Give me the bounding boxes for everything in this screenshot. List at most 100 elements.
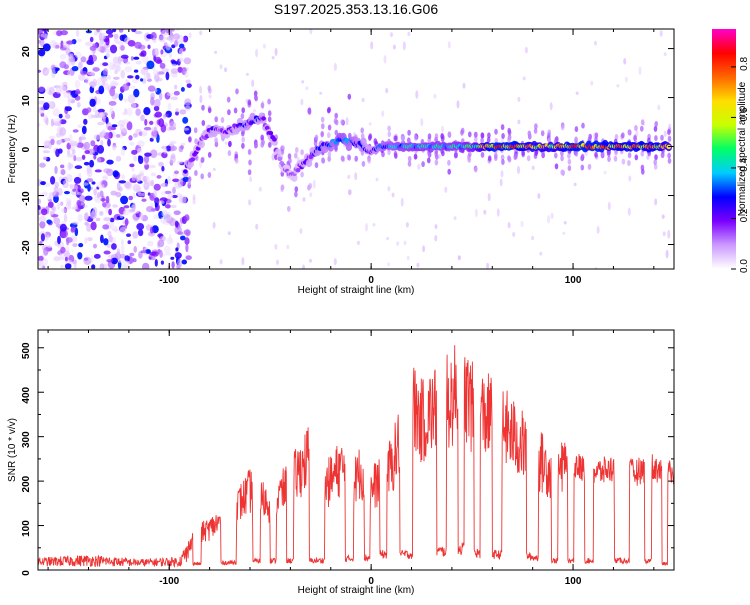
noise-cell [164,190,172,195]
noise-cell [38,39,41,44]
noise-cell [74,51,82,58]
noise-cell [46,244,52,248]
ridge-cell [190,157,196,162]
noise-cell [142,262,150,269]
background-cell [386,236,390,241]
noise-cell [170,68,179,74]
noise-cell [83,161,90,166]
noise-cell [132,192,136,199]
noise-cell [97,192,101,199]
noise-cell [125,79,129,84]
noise-cell [47,201,54,208]
noise-cell [113,61,122,67]
streak-cell [653,163,658,170]
streak-cell [580,155,584,162]
streak-cell [300,149,304,156]
noise-cell [90,221,97,231]
noise-cell [165,71,170,81]
noise-cell [38,198,42,205]
streak-cell [413,153,418,160]
noise-cell [184,105,191,112]
streak-cell [447,131,452,138]
background-cell [627,207,631,216]
noise-cell [78,173,82,178]
noise-cell [106,259,113,263]
noise-cell [133,69,139,73]
noise-cell [81,125,87,135]
noise-cell [60,83,68,92]
noise-cell [129,252,135,257]
noise-cell [70,226,76,232]
streak-cell [440,133,445,139]
background-cell [405,222,409,228]
noise-cell [50,138,55,146]
noise-cell [144,118,148,126]
noise-cell [133,133,138,138]
noise-cell [60,201,64,206]
noise-cell [38,255,44,262]
noise-cell [108,208,112,216]
noise-cell [137,140,145,148]
noise-cell [96,145,105,154]
noise-cell [137,147,143,154]
y-tick-label: 100 [21,520,32,537]
noise-cell [120,195,129,205]
background-cell [271,56,275,60]
colorbar-tick-label: 0.2 [739,208,750,222]
streak-cell [214,116,218,123]
noise-cell [69,140,78,147]
background-cell [517,165,520,175]
noise-cell [38,69,42,73]
background-cell [345,117,349,126]
background-cell [224,141,228,145]
background-cell [361,97,365,103]
streak-cell [187,179,192,186]
noise-cell [48,86,55,95]
noise-cell [126,233,131,237]
streak-cell [354,155,359,162]
noise-cell [153,48,159,57]
noise-cell [98,85,105,95]
background-cell [416,262,420,268]
streak-cell [660,134,664,141]
background-cell [441,125,444,133]
noise-cell [115,191,122,198]
noise-cell [136,186,142,195]
snr-frame [37,329,675,571]
noise-cell [186,83,192,88]
noise-cell [103,217,111,222]
noise-cell [113,76,120,80]
noise-cell [63,250,71,258]
noise-cell [106,231,111,237]
streak-cell [400,135,405,142]
noise-cell [54,165,58,175]
background-cell [319,91,323,95]
streak-cell [248,159,252,166]
noise-cell [121,174,125,180]
noise-cell [153,133,157,139]
streak-cell [654,154,658,161]
streak-cell [387,149,391,156]
noise-cell [151,225,159,234]
noise-cell [120,69,125,79]
noise-cell [103,238,109,246]
noise-cell [119,34,126,41]
streak-cell [501,159,505,165]
noise-cell [130,56,134,61]
noise-cell [173,33,180,40]
noise-cell [65,201,72,210]
background-cell [420,118,424,127]
streak-cell [621,132,625,139]
noise-cell [126,121,133,131]
noise-cell [45,117,49,126]
noise-cell [53,217,61,225]
background-cell [447,41,451,49]
noise-cell [122,83,130,91]
background-cell [406,255,410,261]
streak-cell [574,136,578,143]
streak-cell [321,157,325,164]
streak-cell [300,171,304,178]
streak-cell [393,150,398,157]
noise-cell [80,56,87,63]
noise-cell [53,118,62,125]
